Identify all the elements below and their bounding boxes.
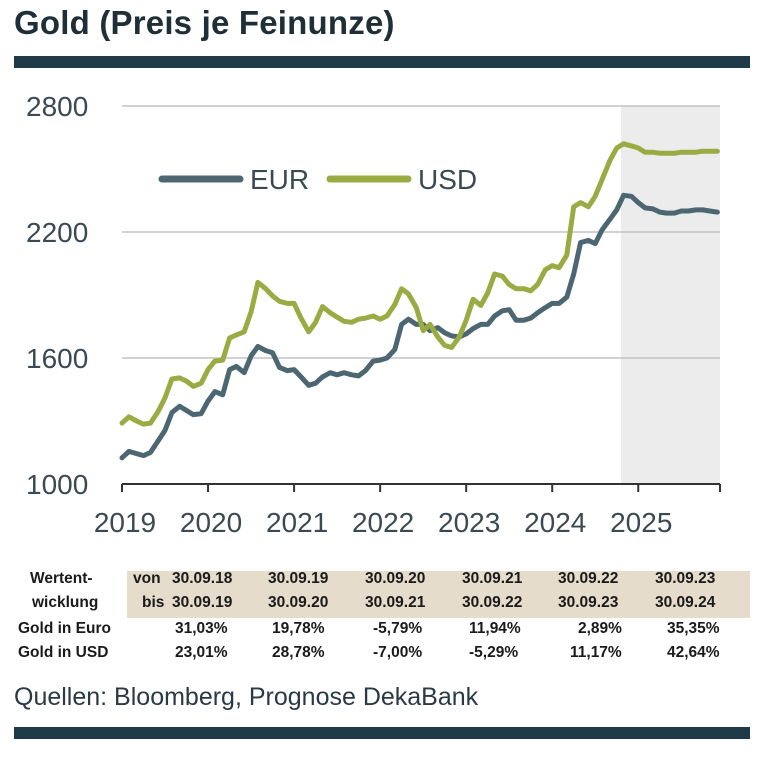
value-cell: 28,78% [272, 644, 325, 661]
x-tick-label: 2020 [180, 507, 242, 538]
x-tick-label: 2021 [266, 507, 328, 538]
gold-price-chart: 1000 1600 2200 2800 2019 2020 2021 2022 2023 2024… [26, 91, 721, 538]
x-tick-label: 2025 [610, 507, 672, 538]
to-prefix: bis [142, 594, 165, 611]
x-tick-label: 2024 [524, 507, 586, 538]
value-cell: -5,29% [469, 644, 519, 661]
period-from: 30.09.20 [365, 570, 426, 587]
row-label: Gold in Euro [18, 620, 111, 637]
forecast-shading [621, 106, 720, 484]
period-to: 30.09.23 [558, 594, 619, 611]
period-from: 30.09.22 [558, 570, 619, 587]
value-cell: 35,35% [667, 620, 720, 637]
top-divider [14, 56, 750, 68]
value-cell: 42,64% [667, 644, 720, 661]
period-to: 30.09.20 [268, 594, 329, 611]
value-cell: 31,03% [175, 620, 228, 637]
period-to: 30.09.21 [365, 594, 426, 611]
period-from: 30.09.23 [655, 570, 716, 587]
value-cell: 11,94% [469, 620, 521, 637]
period-to: 30.09.19 [172, 594, 233, 611]
legend-label: USD [418, 164, 477, 195]
value-cell: 2,89% [578, 620, 622, 637]
period-to: 30.09.24 [655, 594, 716, 611]
value-cell: -7,00% [373, 644, 423, 661]
value-cell: 11,17% [570, 644, 622, 661]
table-label-line1: Wertent- [30, 570, 93, 587]
period-to: 30.09.22 [462, 594, 523, 611]
table-label-line2: wicklung [32, 594, 99, 611]
source-note: Quellen: Bloomberg, Prognose DekaBank [14, 683, 479, 711]
table-row-euro: Gold in Euro 31,03% 19,78% -5,79% 11,94%… [0, 620, 768, 640]
x-tick-label: 2022 [352, 507, 414, 538]
value-cell: 19,78% [272, 620, 325, 637]
y-tick-label: 2200 [26, 217, 88, 248]
value-cell: -5,79% [373, 620, 423, 637]
x-tick-label: 2019 [94, 507, 156, 538]
table-row-usd: Gold in USD 23,01% 28,78% -7,00% -5,29% … [0, 644, 768, 664]
table-header-row-2: wicklung bis 30.09.19 30.09.20 30.09.21 … [0, 594, 768, 614]
x-tick-label: 2023 [438, 507, 500, 538]
bottom-divider [14, 727, 750, 739]
y-tick-label: 1600 [26, 343, 88, 374]
y-tick-label: 1000 [26, 469, 88, 500]
value-cell: 23,01% [175, 644, 228, 661]
period-header-shading [127, 571, 750, 618]
y-tick-label: 2800 [26, 91, 88, 122]
row-label: Gold in USD [18, 644, 109, 661]
period-from: 30.09.18 [172, 570, 233, 587]
period-from: 30.09.19 [268, 570, 329, 587]
from-prefix: von [133, 570, 161, 587]
table-header-row-1: Wertent- von 30.09.18 30.09.19 30.09.20 … [0, 570, 768, 590]
period-from: 30.09.21 [462, 570, 523, 587]
series-line-usd [119, 141, 720, 427]
legend-label: EUR [250, 164, 309, 195]
chart-title: Gold (Preis je Feinunze) [14, 4, 395, 41]
